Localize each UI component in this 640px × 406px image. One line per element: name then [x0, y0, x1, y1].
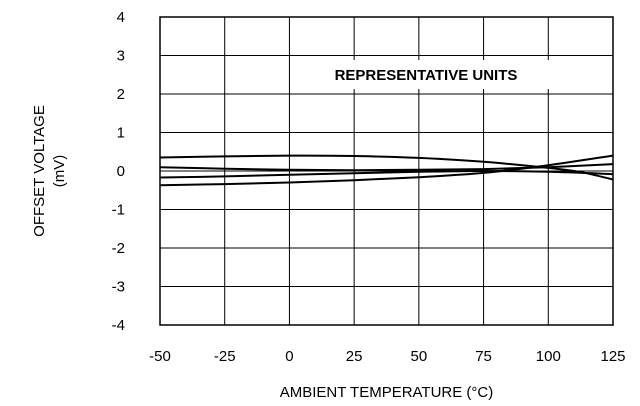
y-tick-label: 1 [117, 125, 125, 142]
x-tick-labels: -50 -25 0 25 50 75 100 125 [149, 348, 625, 365]
series-line-2 [159, 163, 614, 172]
x-tick-label: -25 [214, 348, 236, 365]
y-tick-labels: 4 3 2 1 0 -1 -2 -3 -4 [112, 9, 125, 334]
x-tick-label: 50 [411, 348, 428, 365]
x-tick-label: 125 [600, 348, 625, 365]
x-tick-label: 25 [346, 348, 363, 365]
x-tick-label: -50 [149, 348, 171, 365]
series-line-3 [159, 169, 614, 179]
y-axis-title-line2: (mV) [51, 155, 68, 188]
annotation-label: REPRESENTATIVE UNITS [335, 67, 518, 84]
y-tick-label: -4 [112, 317, 125, 334]
y-tick-label: 0 [117, 163, 125, 180]
plot-frame [159, 16, 614, 326]
y-tick-label: -1 [112, 202, 125, 219]
y-tick-label: -3 [112, 279, 125, 296]
x-tick-label: 100 [536, 348, 561, 365]
x-tick-label: 75 [475, 348, 492, 365]
x-axis-title: AMBIENT TEMPERATURE (°C) [280, 384, 494, 401]
series-line-1 [159, 154, 614, 181]
series-line-4 [159, 154, 614, 187]
series-group [159, 154, 614, 187]
x-tick-label: 0 [285, 348, 293, 365]
annotation-background [298, 60, 554, 89]
y-tick-label: 2 [117, 86, 125, 103]
y-axis-title-line1: OFFSET VOLTAGE [31, 105, 48, 237]
y-tick-label: 4 [117, 9, 125, 26]
y-tick-label: -2 [112, 240, 125, 257]
y-tick-label: 3 [117, 48, 125, 65]
